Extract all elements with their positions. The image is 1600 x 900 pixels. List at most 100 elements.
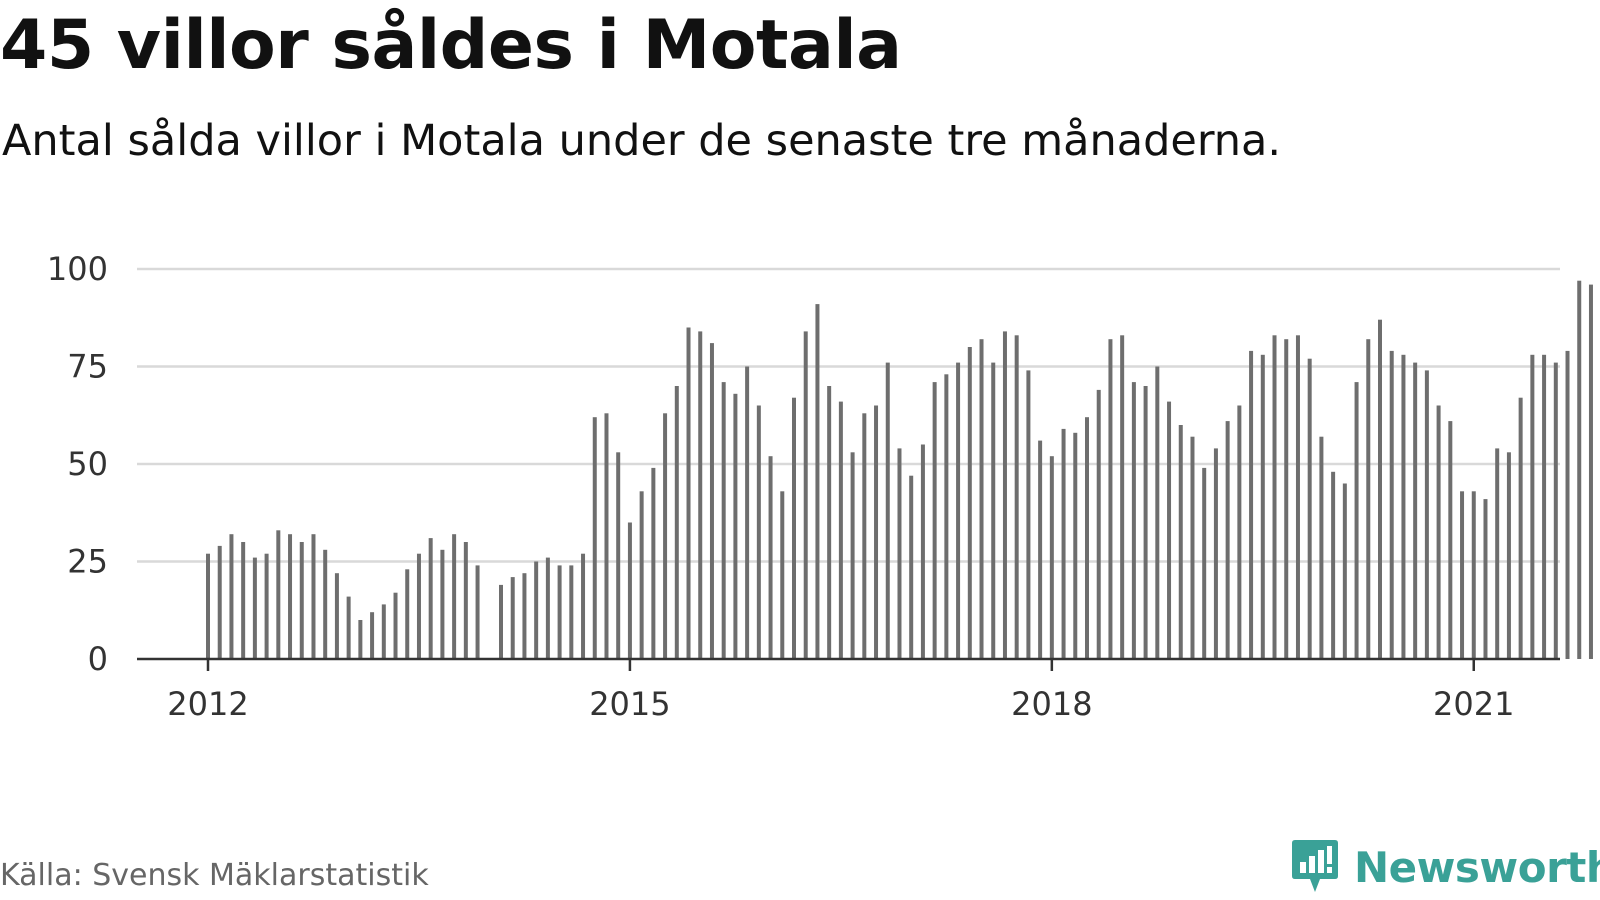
bar <box>1202 467 1207 659</box>
bar <box>698 331 703 659</box>
bar <box>264 553 269 659</box>
y-tick-label-50: 50 <box>67 445 108 483</box>
bar <box>780 491 785 659</box>
bar <box>1342 483 1347 659</box>
bar <box>1096 389 1101 659</box>
bar <box>557 565 562 659</box>
bar <box>1530 354 1535 659</box>
bar <box>1038 440 1043 659</box>
bar <box>1049 456 1054 659</box>
x-tick-label-2012: 2012 <box>167 685 248 723</box>
bar <box>510 577 515 659</box>
source-note: Källa: Svensk Mäklarstatistik <box>0 858 429 893</box>
y-tick-label-100: 100 <box>47 250 108 288</box>
bar <box>1483 499 1488 659</box>
bar <box>639 491 644 659</box>
bar <box>651 467 656 659</box>
bar <box>452 534 457 659</box>
bar <box>909 475 914 659</box>
bar <box>370 612 375 659</box>
bar <box>932 382 937 659</box>
x-tick-label-2015: 2015 <box>589 685 670 723</box>
bar <box>1413 362 1418 659</box>
bar <box>334 573 339 659</box>
bar <box>1073 432 1078 659</box>
bar <box>346 596 351 659</box>
bar <box>956 362 961 659</box>
bar <box>569 565 574 659</box>
bar <box>920 444 925 659</box>
bar <box>1588 284 1593 659</box>
bar <box>1213 448 1218 659</box>
bar <box>663 413 668 659</box>
bar <box>1460 491 1465 659</box>
bar <box>1401 354 1406 659</box>
x-tick-label-2018: 2018 <box>1011 685 1092 723</box>
bar <box>1295 335 1300 659</box>
bar <box>323 549 328 659</box>
bar <box>1190 436 1195 659</box>
bar <box>979 339 984 659</box>
bar <box>1061 428 1066 659</box>
bar <box>1026 370 1031 659</box>
bar <box>897 448 902 659</box>
bar <box>1366 339 1371 659</box>
y-tick-label-25: 25 <box>67 543 108 581</box>
bar <box>1155 366 1160 659</box>
bar <box>1378 319 1382 659</box>
bar <box>686 327 691 659</box>
bar <box>1131 382 1136 659</box>
bar <box>241 542 246 659</box>
bar <box>1319 436 1324 659</box>
bar <box>850 452 855 659</box>
bar <box>1424 370 1429 659</box>
bar <box>405 569 410 659</box>
bar <box>1518 397 1523 659</box>
bar <box>627 522 632 659</box>
bars <box>206 280 1593 659</box>
bar <box>1436 405 1441 659</box>
bar <box>803 331 808 659</box>
bar <box>1448 421 1453 659</box>
bar <box>1249 350 1254 659</box>
bar <box>874 405 879 659</box>
bar <box>709 343 714 659</box>
brand-name: Newsworthy <box>1354 842 1600 892</box>
bar <box>815 304 820 659</box>
bar <box>1237 405 1242 659</box>
bar <box>944 374 949 659</box>
bar <box>440 549 445 659</box>
bar <box>1167 401 1172 659</box>
bar <box>1002 331 1007 659</box>
brand-logo: Newsworthy <box>1290 838 1600 896</box>
bar <box>358 620 363 659</box>
bar <box>522 573 527 659</box>
bar <box>1085 417 1089 659</box>
bar <box>991 362 996 659</box>
bar <box>288 534 293 659</box>
bar <box>416 553 421 659</box>
bar <box>428 538 433 659</box>
bar <box>581 553 586 659</box>
chart-subtitle: Antal sålda villor i Motala under de sen… <box>2 116 1282 166</box>
bar <box>229 534 234 659</box>
bar <box>745 366 750 659</box>
bar <box>885 362 890 659</box>
bar <box>768 456 773 659</box>
bar <box>1577 280 1582 659</box>
bar <box>393 592 398 659</box>
bar <box>862 413 867 659</box>
bar <box>1260 354 1265 659</box>
bar <box>1307 358 1312 659</box>
bar <box>1143 386 1148 659</box>
bar <box>1272 335 1277 659</box>
bar <box>534 561 539 659</box>
bar <box>381 604 386 659</box>
bar <box>1389 350 1394 659</box>
bar <box>967 347 972 659</box>
bar <box>311 534 316 659</box>
bar <box>299 542 304 659</box>
bar <box>1108 339 1113 659</box>
bar <box>1331 471 1336 659</box>
